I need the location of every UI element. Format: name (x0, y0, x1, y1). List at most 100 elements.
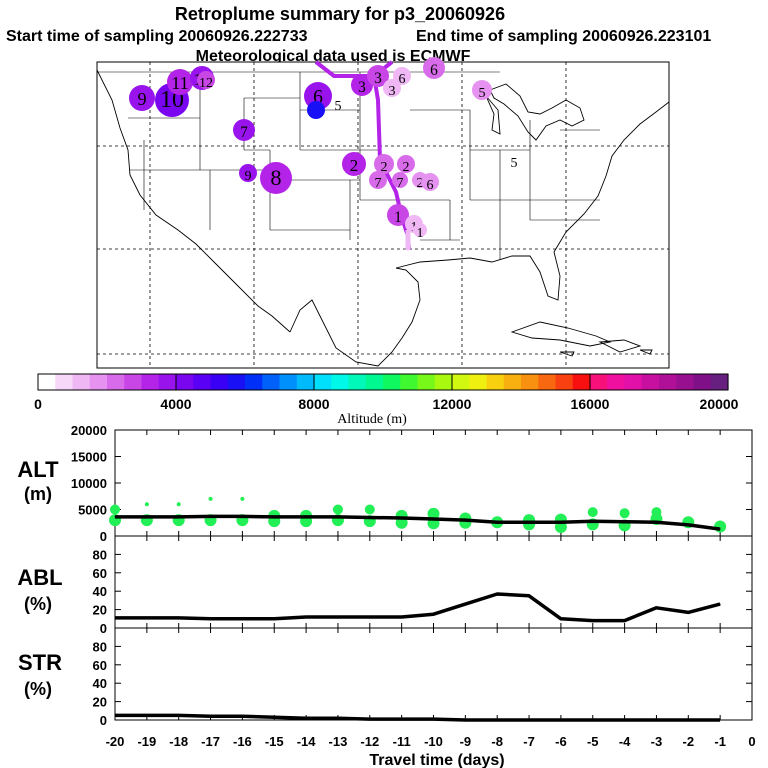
series-point (496, 593, 498, 595)
series-point (114, 516, 116, 518)
altitude-scatter-point (110, 504, 120, 515)
series-point (624, 719, 626, 721)
x-tick-label: -6 (555, 734, 567, 749)
series-point (719, 528, 721, 530)
x-tick-label: -16 (233, 734, 252, 749)
plume-marker (367, 65, 389, 87)
x-axis-title: Travel time (days) (369, 752, 504, 768)
x-tick-label: -4 (619, 734, 631, 749)
str-panel-unit: (%) (24, 679, 52, 699)
start-time-label: Start time of sampling 20060926.222733 (6, 28, 308, 45)
colorbar-cell (555, 374, 574, 390)
series-point (369, 616, 371, 618)
y-tick-label: 0 (100, 713, 107, 728)
x-tick-label: -7 (523, 734, 535, 749)
series-point (114, 714, 116, 716)
colorbar-tick-label: 0 (34, 396, 42, 412)
plume-marker-label: 7 (397, 176, 404, 191)
series-point (496, 719, 498, 721)
colorbar-tick-label: 12000 (433, 396, 472, 412)
series-point (719, 719, 721, 721)
colorbar-axis-label: Altitude (m) (337, 412, 407, 427)
series-line (115, 713, 721, 722)
map-coastlines (96, 69, 670, 367)
colorbar-tick-label: 8000 (298, 396, 329, 412)
colorbar-tick-label: 16000 (571, 396, 610, 412)
series-point (241, 715, 243, 717)
colorbar-cell (486, 374, 505, 390)
colorbar-cells (38, 374, 729, 390)
plume-marker-label: 3 (389, 84, 396, 99)
altitude-scatter-point (332, 504, 343, 515)
series-point (592, 620, 594, 622)
plume-marker-label: 12 (199, 76, 213, 91)
plume-marker (392, 172, 408, 188)
series-point (305, 616, 307, 618)
plume-marker-label: 9 (137, 89, 146, 109)
altitude-scatter-point (364, 504, 375, 515)
colorbar-cell (176, 374, 194, 390)
series-point (464, 719, 466, 721)
plume-marker (233, 119, 255, 141)
y-tick-label: 40 (93, 584, 107, 599)
series-point (305, 717, 307, 719)
series-point (401, 616, 403, 618)
series-point (624, 521, 626, 523)
plume-marker-label: 6 (427, 178, 434, 193)
series-point (560, 521, 562, 523)
map-frame (96, 61, 670, 369)
x-tick-label: -2 (683, 734, 695, 749)
alt-panel-unit: (m) (24, 484, 52, 504)
alt-panel-label: ALT (17, 457, 59, 482)
x-tick-label: -8 (491, 734, 503, 749)
series-point (241, 618, 243, 620)
colorbar-tick-label: 20000 (700, 396, 739, 412)
series-point (687, 524, 689, 526)
x-tick-label: -5 (587, 734, 599, 749)
series-point (210, 715, 212, 717)
colorbar-cell (331, 374, 350, 390)
colorbar-cell (72, 374, 91, 390)
plume-marker (342, 152, 366, 176)
plume-marker (421, 173, 439, 191)
colorbar-frame (37, 373, 729, 391)
y-tick-label: 40 (93, 676, 107, 691)
series-point (178, 714, 180, 716)
y-tick-label: 5000 (78, 503, 107, 518)
altitude-scatter-point (176, 502, 181, 507)
plume-marker-label: 5 (479, 86, 486, 101)
plume-marker (472, 80, 492, 100)
colorbar-cell (193, 374, 212, 390)
altitude-scatter-point (240, 496, 245, 501)
plume-marker (383, 79, 401, 97)
plume-marker-label: 7 (240, 124, 248, 141)
series-line (115, 592, 721, 623)
series-point (337, 717, 339, 719)
series-line (115, 514, 721, 531)
series-point (655, 719, 657, 721)
series-point (592, 719, 594, 721)
plume-marker-label: 8 (270, 165, 281, 190)
series-point (178, 516, 180, 518)
x-tick-label: -17 (201, 734, 220, 749)
series-point (687, 611, 689, 613)
x-tick-label: -14 (297, 734, 317, 749)
plume-marker-label: 6 (430, 62, 438, 79)
travel-time-axis: -20 -19 -18 -17 -16 -15 -14 -13 -12 -11 -10 -9 -8 -7-… (106, 734, 756, 749)
map-markers: 1112222333555666677789910111212 (129, 57, 518, 241)
altitude-colorbar: 0 4000 8000 12000 16000 20000 Altitude (… (34, 373, 739, 427)
series-point (496, 521, 498, 523)
y-tick-label: 15000 (71, 450, 107, 465)
series-point (273, 716, 275, 718)
series-point (464, 603, 466, 605)
altitude-scatter-point (427, 507, 440, 520)
series-point (401, 517, 403, 519)
colorbar-cell (417, 374, 436, 390)
plume-marker-label: 2 (403, 160, 410, 175)
plume-marker-label: 3 (374, 70, 382, 87)
series-point (146, 617, 148, 619)
colorbar-cell (262, 374, 281, 390)
series-point (210, 618, 212, 620)
colorbar-cell (538, 374, 557, 390)
colorbar-cell (314, 374, 332, 390)
